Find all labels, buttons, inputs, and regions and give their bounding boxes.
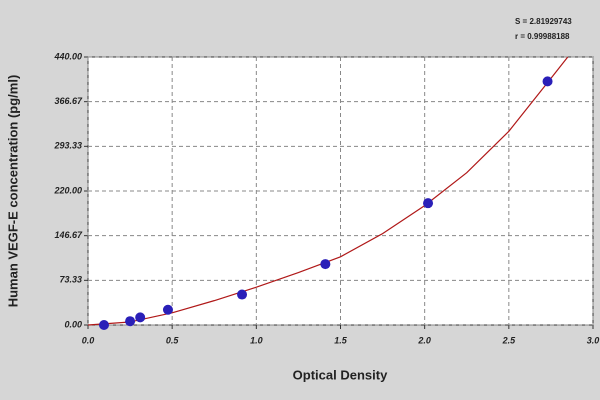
y-tick-label: 146.67 [54,230,83,240]
x-tick-label: 1.5 [334,335,348,345]
point [98,320,109,330]
y-tick-label: 293.33 [53,141,82,151]
x-tick-label: 3.0 [587,335,600,345]
point [237,289,248,300]
x-tick-label: 1.0 [250,335,263,345]
annotation: r = 0.99988188 [515,32,570,41]
point [162,304,173,315]
y-axis-label: Human VEGF-E concentration (pg/ml) [5,75,20,308]
point [135,312,146,323]
y-tick-label: 220.00 [53,185,82,195]
point [320,259,331,270]
x-tick-label: 0.0 [82,335,95,345]
x-axis-label: Optical Density [293,367,388,382]
point [423,198,434,209]
x-tick-label: 0.5 [166,335,180,345]
point [125,316,136,327]
y-tick-label: 366.67 [54,96,83,106]
annotation: S = 2.81929743 [515,17,572,26]
y-tick-label: 440.00 [53,51,82,61]
y-tick-label: 73.33 [59,275,82,285]
fit-curve [87,56,569,326]
y-tick-label: 0.00 [64,319,82,329]
x-tick-label: 2.0 [417,335,431,345]
point [542,76,553,87]
x-tick-label: 2.5 [502,335,517,345]
